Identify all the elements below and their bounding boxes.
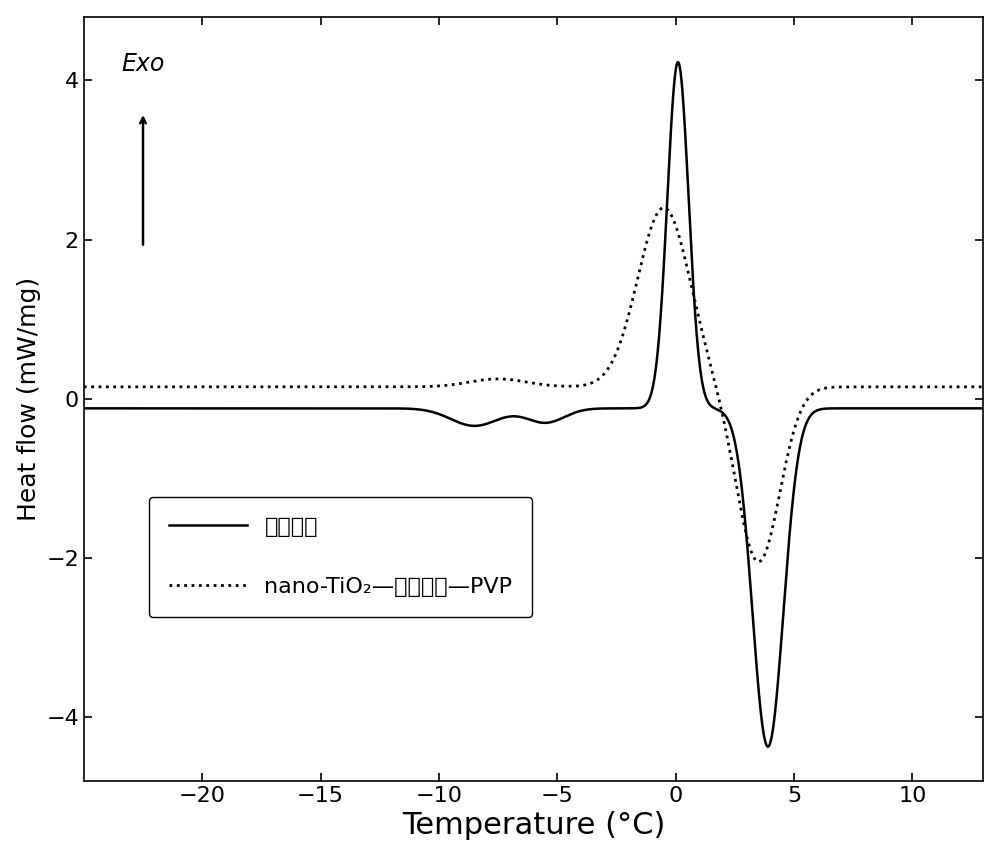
Line: nano-TiO₂—硫酸铝锨—PVP: nano-TiO₂—硫酸铝锨—PVP [84, 207, 983, 561]
最终样品 [762, 741, 774, 752]
最终样品 [423, 406, 435, 417]
nano-TiO₂—硫酸铝锨—PVP [234, 381, 246, 392]
最终样品 [234, 403, 246, 413]
nano-TiO₂—硫酸铝锨—PVP [180, 381, 192, 392]
nano-TiO₂—硫酸铝锨—PVP [960, 381, 972, 392]
Line: 最终样品: 最终样品 [84, 62, 983, 746]
最终样品 [180, 403, 192, 413]
nano-TiO₂—硫酸铝锨—PVP [977, 381, 989, 392]
最终样品 [863, 403, 875, 413]
Legend: 最终样品, nano-TiO₂—硫酸铝锨—PVP: 最终样品, nano-TiO₂—硫酸铝锨—PVP [149, 497, 532, 617]
nano-TiO₂—硫酸铝锨—PVP [863, 381, 875, 392]
nano-TiO₂—硫酸铝锨—PVP [462, 377, 474, 387]
最终样品 [977, 403, 989, 413]
nano-TiO₂—硫酸铝锨—PVP [423, 381, 435, 392]
nano-TiO₂—硫酸铝锨—PVP [658, 202, 670, 213]
nano-TiO₂—硫酸铝锨—PVP [78, 381, 90, 392]
Text: Exo: Exo [121, 52, 165, 76]
nano-TiO₂—硫酸铝锨—PVP [753, 556, 765, 566]
最终样品 [960, 403, 972, 413]
最终样品 [78, 403, 90, 413]
最终样品 [672, 57, 684, 67]
X-axis label: Temperature (°C): Temperature (°C) [402, 812, 665, 841]
Y-axis label: Heat flow (mW/mg): Heat flow (mW/mg) [17, 277, 41, 521]
最终样品 [462, 420, 474, 430]
